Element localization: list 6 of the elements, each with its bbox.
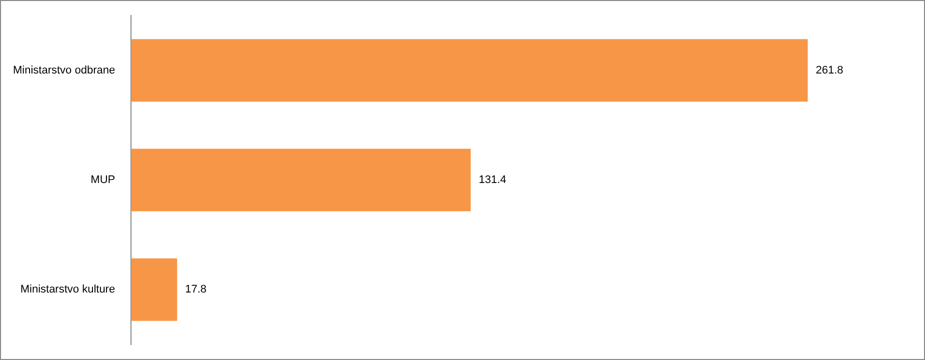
- data-label: 131.4: [478, 174, 506, 186]
- y-tick-label: Ministarstvo kulture: [20, 284, 116, 296]
- data-label: 17.8: [185, 284, 207, 296]
- data-label: 261.8: [816, 64, 844, 76]
- y-tick-label: MUP: [90, 174, 116, 186]
- y-tick-label: Ministarstvo odbrane: [12, 64, 116, 76]
